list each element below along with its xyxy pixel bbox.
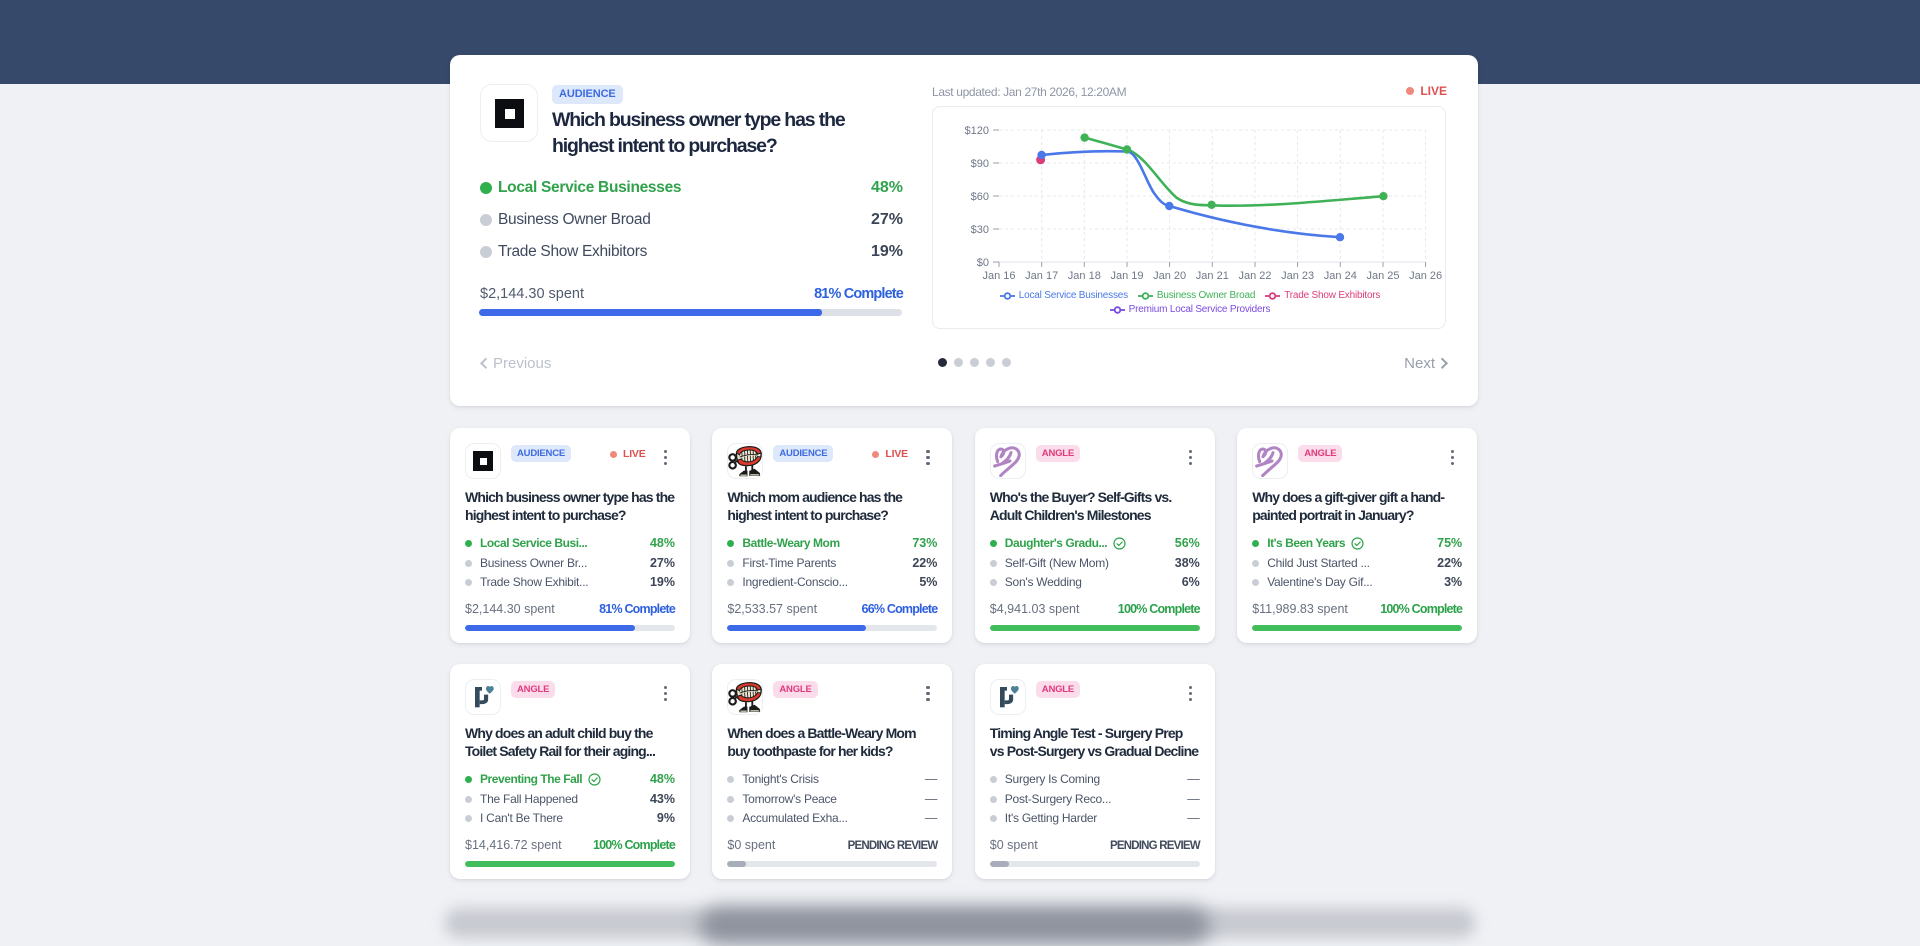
svg-text:$120: $120 [965, 125, 989, 137]
svg-text:$0: $0 [977, 257, 989, 269]
svg-text:Jan 21: Jan 21 [1196, 270, 1229, 282]
svg-text:Jan 22: Jan 22 [1238, 270, 1271, 282]
svg-text:$90: $90 [971, 158, 989, 170]
svg-text:Jan 19: Jan 19 [1110, 270, 1143, 282]
svg-text:Jan 23: Jan 23 [1281, 270, 1314, 282]
svg-text:Jan 25: Jan 25 [1366, 270, 1399, 282]
svg-text:Jan 24: Jan 24 [1324, 270, 1357, 282]
svg-text:Jan 18: Jan 18 [1068, 270, 1101, 282]
svg-text:Jan 16: Jan 16 [982, 270, 1015, 282]
svg-text:Jan 20: Jan 20 [1153, 270, 1186, 282]
svg-text:$60: $60 [971, 191, 989, 203]
svg-text:$30: $30 [971, 224, 989, 236]
svg-text:Jan 17: Jan 17 [1025, 270, 1058, 282]
svg-text:Jan 26: Jan 26 [1409, 270, 1442, 282]
